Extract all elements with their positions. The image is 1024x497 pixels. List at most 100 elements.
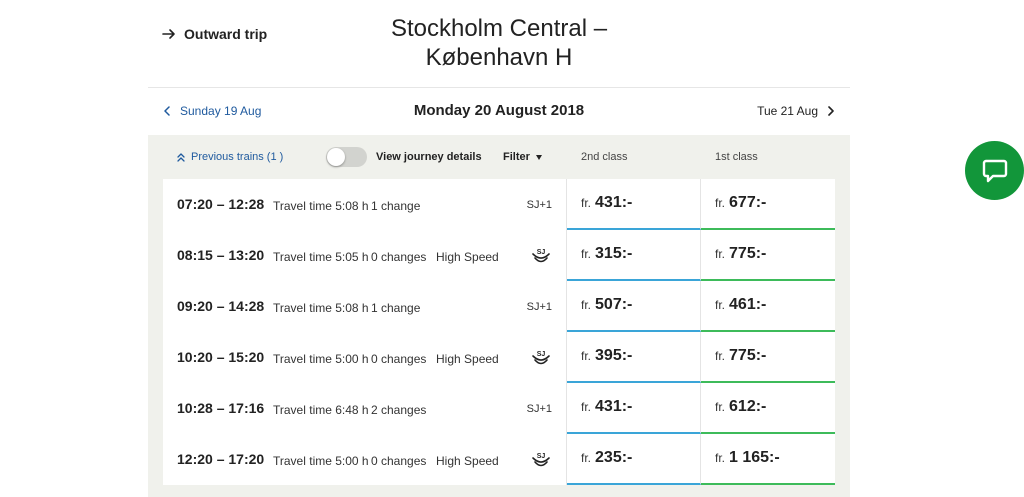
first-class-price[interactable]: fr. 1 165:- [701, 434, 835, 485]
route-origin: Stockholm Central – [390, 15, 608, 42]
price-prefix: fr. [715, 349, 726, 363]
changes-count: 0 changes [371, 454, 427, 468]
train-type: High Speed [436, 352, 499, 366]
second-class-price[interactable]: fr. 235:- [567, 434, 701, 485]
price-amount: 507:- [595, 296, 633, 313]
changes-count: 1 change [371, 301, 421, 315]
first-class-price[interactable]: fr. 461:- [701, 281, 835, 332]
price-amount: 677:- [729, 194, 767, 211]
next-day-link[interactable]: Tue 21 Aug [757, 104, 836, 118]
caret-down-icon [535, 154, 542, 160]
second-class-header: 2nd class [581, 151, 628, 163]
chevron-left-icon [164, 106, 170, 116]
price-amount: 775:- [729, 245, 767, 262]
first-class-price[interactable]: fr. 677:- [701, 179, 835, 230]
price-amount: 1 165:- [729, 449, 780, 466]
journey-times: 07:20 – 12:28 [177, 196, 265, 212]
first-class-price[interactable]: fr. 612:- [701, 383, 835, 434]
price-prefix: fr. [715, 451, 726, 465]
price-amount: 235:- [595, 449, 633, 466]
price-amount: 612:- [729, 398, 767, 415]
toggle-knob [327, 148, 345, 166]
price-prefix: fr. [715, 196, 726, 210]
operator-label: SJ+1 [526, 301, 552, 313]
sj-logo-icon: SJ [532, 351, 550, 365]
journey-details-toggle[interactable]: View journey details [326, 135, 482, 179]
first-class-price[interactable]: fr. 775:- [701, 230, 835, 281]
changes-count: 0 changes [371, 250, 427, 264]
outward-trip-text: Outward trip [184, 26, 268, 42]
svg-text:SJ: SJ [537, 249, 546, 256]
journey-times: 12:20 – 17:20 [177, 451, 265, 467]
price-prefix: fr. [581, 400, 592, 414]
price-amount: 431:- [595, 398, 633, 415]
train-type: High Speed [436, 454, 499, 468]
date-navigation: Sunday 19 Aug Monday 20 August 2018 Tue … [148, 88, 850, 135]
travel-time: Travel time 5:00 h [273, 352, 369, 366]
arrow-right-icon [162, 29, 175, 39]
double-chevron-up-icon [177, 153, 185, 162]
travel-time: Travel time 6:48 h [273, 403, 369, 417]
second-class-price[interactable]: fr. 315:- [567, 230, 701, 281]
second-class-price[interactable]: fr. 395:- [567, 332, 701, 383]
journey-header: Outward trip Stockholm Central – Københa… [148, 0, 850, 88]
price-amount: 431:- [595, 194, 633, 211]
second-class-price[interactable]: fr. 507:- [567, 281, 701, 332]
changes-count: 0 changes [371, 352, 427, 366]
previous-trains-label: Previous trains (1 ) [191, 151, 284, 163]
price-prefix: fr. [581, 196, 592, 210]
second-class-price[interactable]: fr. 431:- [567, 179, 701, 230]
travel-time: Travel time 5:08 h [273, 199, 369, 213]
price-amount: 395:- [595, 347, 633, 364]
first-class-header: 1st class [715, 151, 758, 163]
travel-time: Travel time 5:00 h [273, 454, 369, 468]
price-prefix: fr. [581, 247, 592, 261]
operator-label: SJ+1 [526, 403, 552, 415]
price-amount: 775:- [729, 347, 767, 364]
price-prefix: fr. [715, 400, 726, 414]
route-destination: København H [425, 44, 573, 71]
route-title: Stockholm Central – København H [328, 14, 670, 72]
previous-trains-link[interactable]: Previous trains (1 ) [176, 135, 283, 179]
travel-time: Travel time 5:08 h [273, 301, 369, 315]
journey-panel: Previous trains (1 ) View journey detail… [148, 135, 850, 497]
previous-day-link[interactable]: Sunday 19 Aug [162, 104, 261, 118]
chat-button[interactable] [965, 141, 1024, 200]
filter-dropdown[interactable]: Filter [503, 135, 542, 179]
current-date: Monday 20 August 2018 [413, 102, 585, 119]
journey-details-label: View journey details [376, 151, 482, 163]
sj-logo-icon: SJ [532, 453, 550, 467]
journey-times: 09:20 – 14:28 [177, 298, 265, 314]
price-prefix: fr. [581, 298, 592, 312]
changes-count: 1 change [371, 199, 421, 213]
price-prefix: fr. [715, 247, 726, 261]
journey-times: 10:20 – 15:20 [177, 349, 265, 365]
chevron-right-icon [828, 106, 834, 116]
svg-text:SJ: SJ [537, 453, 546, 460]
travel-time: Travel time 5:05 h [273, 250, 369, 264]
outward-trip-label: Outward trip [162, 26, 267, 42]
sj-logo-icon: SJ [532, 249, 550, 263]
price-prefix: fr. [581, 349, 592, 363]
price-prefix: fr. [581, 451, 592, 465]
operator-label: SJ+1 [526, 199, 552, 211]
train-type: High Speed [436, 250, 499, 264]
second-class-price[interactable]: fr. 431:- [567, 383, 701, 434]
first-class-price[interactable]: fr. 775:- [701, 332, 835, 383]
toggle-switch[interactable] [326, 147, 367, 167]
filter-label: Filter [503, 151, 530, 163]
journey-times: 08:15 – 13:20 [177, 247, 265, 263]
